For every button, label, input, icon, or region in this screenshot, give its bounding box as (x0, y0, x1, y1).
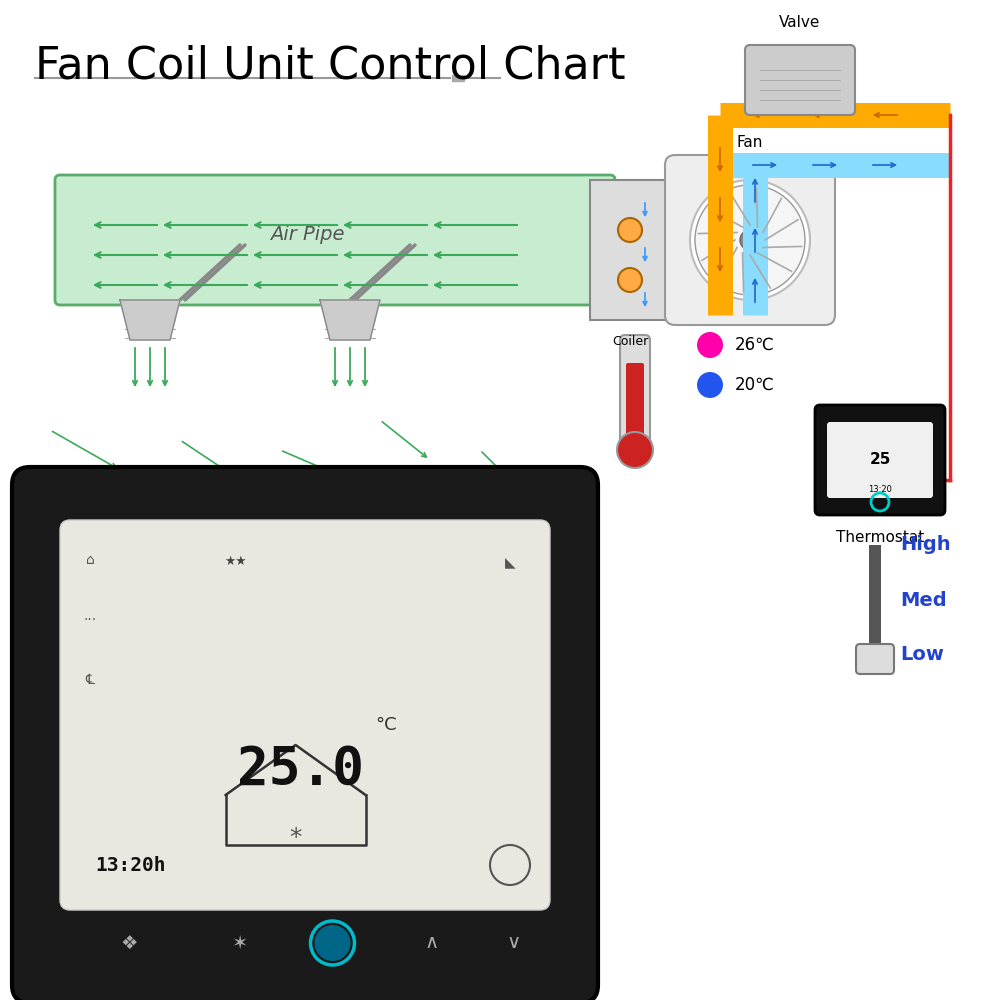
Text: 25: 25 (869, 452, 891, 468)
Text: High: High (900, 536, 951, 554)
Circle shape (618, 268, 642, 292)
FancyBboxPatch shape (665, 155, 835, 325)
Text: ∨: ∨ (507, 934, 521, 952)
Circle shape (697, 332, 723, 358)
Text: ❖: ❖ (120, 934, 138, 952)
Text: 26℃: 26℃ (735, 336, 775, 354)
Text: Low: Low (900, 646, 944, 664)
Text: Fan Coil Unit Control Chart: Fan Coil Unit Control Chart (35, 45, 626, 88)
FancyBboxPatch shape (827, 422, 933, 498)
FancyBboxPatch shape (745, 45, 855, 115)
Text: ···: ··· (83, 613, 97, 627)
FancyBboxPatch shape (856, 644, 894, 674)
Text: ✶: ✶ (231, 934, 247, 952)
Text: *: * (289, 826, 302, 850)
Text: ⌂: ⌂ (86, 553, 94, 567)
FancyBboxPatch shape (620, 335, 650, 455)
FancyBboxPatch shape (60, 520, 550, 910)
Text: Thermostat: Thermostat (836, 530, 924, 545)
Text: 13:20h: 13:20h (95, 856, 166, 875)
Polygon shape (120, 300, 180, 340)
Circle shape (695, 185, 805, 295)
Text: Coiler: Coiler (612, 335, 648, 348)
Circle shape (690, 180, 810, 300)
Polygon shape (320, 300, 380, 340)
Bar (869, 545, 881, 655)
Bar (452, 75, 464, 81)
Text: ★★: ★★ (224, 555, 247, 568)
Circle shape (314, 925, 351, 961)
Text: °C: °C (376, 716, 397, 734)
Text: 13:20: 13:20 (868, 486, 892, 494)
Text: Valve: Valve (779, 15, 821, 30)
Text: ∧: ∧ (424, 934, 439, 952)
Circle shape (617, 432, 653, 468)
FancyBboxPatch shape (12, 467, 598, 1000)
Text: Med: Med (900, 590, 947, 609)
Bar (590, 180, 670, 320)
FancyBboxPatch shape (815, 405, 945, 515)
FancyBboxPatch shape (55, 175, 615, 305)
FancyBboxPatch shape (626, 363, 644, 447)
Circle shape (697, 372, 723, 398)
Text: Air Pipe: Air Pipe (270, 225, 345, 243)
Text: 20℃: 20℃ (735, 376, 775, 394)
Circle shape (740, 230, 760, 250)
Circle shape (618, 218, 642, 242)
Text: ◣: ◣ (505, 555, 515, 569)
Text: ℄: ℄ (86, 673, 94, 687)
Text: Fan: Fan (737, 135, 763, 150)
Text: 25.0: 25.0 (237, 744, 364, 796)
